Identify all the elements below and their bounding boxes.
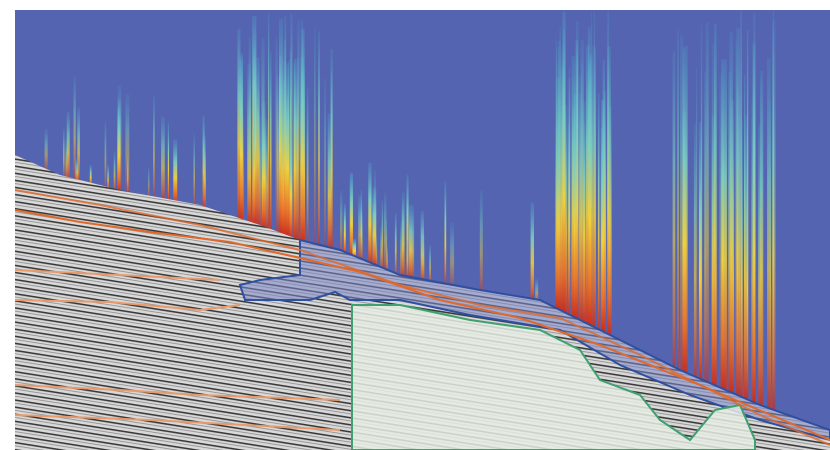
streak: [395, 213, 397, 277]
streak: [760, 71, 763, 409]
streak: [368, 163, 371, 266]
streak: [153, 96, 154, 201]
streak: [575, 40, 577, 321]
streak: [747, 122, 748, 404]
streak: [45, 129, 48, 172]
streak: [372, 187, 376, 267]
streak: [601, 100, 604, 335]
streak: [409, 205, 412, 281]
streak: [694, 123, 696, 380]
streak: [592, 46, 595, 331]
streak: [422, 232, 425, 283]
streak: [583, 101, 586, 325]
streak: [704, 71, 705, 384]
streak: [571, 130, 572, 320]
streak: [252, 15, 253, 227]
streak: [307, 87, 309, 246]
streak: [772, 31, 773, 413]
streak: [294, 63, 295, 242]
streak: [563, 30, 565, 316]
streak: [350, 173, 353, 258]
streak: [344, 204, 346, 256]
streak: [429, 245, 431, 285]
seismic-image: [0, 0, 830, 450]
streak: [331, 72, 332, 252]
streak: [268, 13, 269, 232]
streak: [696, 68, 697, 381]
streak: [685, 46, 688, 376]
streak: [65, 138, 67, 180]
streak: [161, 117, 165, 202]
streak: [739, 115, 741, 400]
streak: [297, 20, 299, 243]
streak: [591, 11, 592, 330]
streak: [168, 122, 169, 203]
streak: [118, 100, 121, 194]
streak: [125, 94, 129, 195]
streak: [677, 29, 678, 372]
streak: [255, 73, 257, 227]
streak: [248, 105, 252, 225]
streak: [569, 67, 570, 319]
streak: [730, 32, 734, 396]
streak: [450, 223, 454, 289]
streak: [173, 140, 177, 204]
streak: [204, 136, 205, 211]
streak: [598, 93, 600, 333]
streak: [318, 31, 320, 248]
streak: [203, 116, 205, 210]
streak: [290, 129, 293, 240]
streak: [384, 193, 387, 272]
streak: [382, 200, 383, 271]
streak: [706, 23, 709, 386]
streak: [673, 51, 676, 370]
image-frame: [15, 10, 830, 450]
streak: [407, 229, 409, 280]
streak: [285, 63, 289, 238]
streak: [401, 204, 404, 279]
streak: [445, 181, 447, 288]
streak: [74, 76, 76, 182]
streak: [412, 206, 414, 281]
page: {} (() => { const g = do: [0, 0, 830, 450]
streak: [607, 10, 609, 337]
streak: [557, 105, 561, 313]
streak: [715, 121, 717, 390]
streak: [753, 13, 755, 406]
streak: [480, 190, 483, 294]
streak: [194, 134, 195, 208]
streak: [266, 119, 269, 231]
streak: [262, 125, 263, 230]
streak: [724, 60, 727, 393]
streak: [699, 122, 702, 383]
streak: [314, 26, 316, 247]
streak: [253, 89, 255, 227]
streak: [581, 63, 583, 325]
streak: [270, 52, 271, 233]
streak: [240, 54, 242, 222]
streak: [105, 121, 107, 190]
streak: [358, 195, 361, 262]
streak: [744, 74, 745, 402]
streak: [328, 113, 331, 251]
streak: [257, 57, 260, 228]
streak: [361, 190, 362, 263]
streak: [770, 101, 771, 413]
streak: [721, 59, 723, 392]
streak: [281, 76, 285, 236]
streak: [237, 29, 240, 222]
streak: [340, 190, 342, 254]
streak: [741, 122, 743, 401]
streak: [301, 29, 304, 245]
streak: [276, 37, 278, 235]
streak: [531, 202, 534, 302]
streak: [114, 152, 116, 193]
streak: [148, 167, 149, 200]
streak: [683, 47, 685, 375]
streak: [735, 41, 737, 399]
streak: [324, 78, 325, 250]
streak: [586, 45, 589, 327]
streak: [243, 116, 244, 224]
streak: [63, 128, 65, 180]
